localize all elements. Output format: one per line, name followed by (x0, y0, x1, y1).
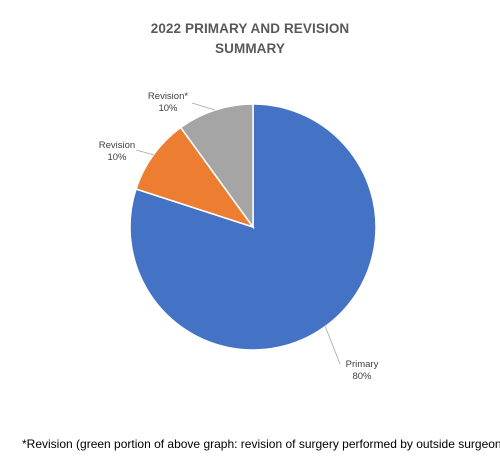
slice-label-value-0: 80% (352, 371, 372, 382)
leader-lines (135, 102, 341, 365)
slice-label-name-2: Revision* (148, 91, 188, 102)
slice-label-name-0: Primary (346, 359, 379, 370)
chart-title-line-1: 2022 PRIMARY AND REVISION (150, 21, 350, 36)
slice-label-value-1: 10% (107, 152, 127, 163)
slice-label-value-2: 10% (158, 103, 178, 114)
pie-slice-revision (135, 126, 255, 229)
leader-line-1 (135, 149, 154, 156)
pie-slice-revision-outside (179, 103, 254, 230)
pie-slices (129, 103, 377, 351)
slice-label-name-1: Revision (99, 140, 135, 151)
footnote: *Revision (green portion of above graph:… (22, 437, 500, 451)
chart-title: 2022 PRIMARY AND REVISION SUMMARY (100, 19, 400, 59)
leader-line-2 (191, 102, 216, 111)
chart-title-line-2: SUMMARY (215, 41, 285, 56)
leader-line-0 (324, 326, 341, 365)
